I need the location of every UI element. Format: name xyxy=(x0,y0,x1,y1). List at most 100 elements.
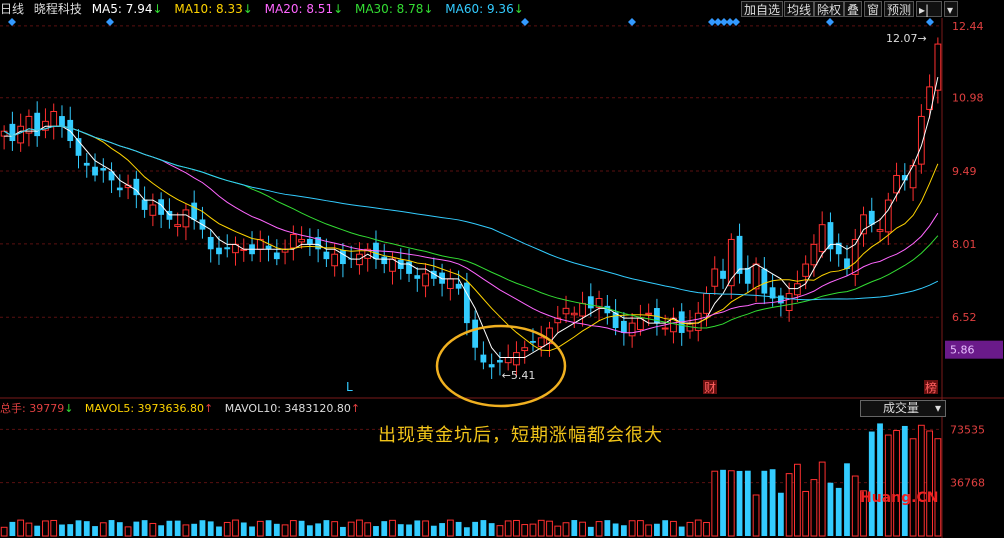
volume-bar xyxy=(174,520,181,536)
high-price-label: 12.07→ xyxy=(886,32,927,45)
expand-icon[interactable]: ▾ xyxy=(944,1,958,17)
volume-bar xyxy=(884,434,892,537)
volume-bar xyxy=(844,463,850,536)
volume-bar xyxy=(141,520,148,536)
volume-bar xyxy=(827,482,834,536)
candle-body xyxy=(860,214,867,235)
volume-bar xyxy=(199,520,206,536)
candle-body xyxy=(166,210,173,220)
event-diamond-icon xyxy=(926,18,934,26)
candle-body xyxy=(711,268,719,287)
candle-body xyxy=(530,340,536,343)
candle-body xyxy=(720,270,726,279)
ma5-label: MA5: 7.94 xyxy=(91,2,153,16)
volume-bar xyxy=(794,463,801,537)
volume-bar xyxy=(595,521,603,537)
volume-bar xyxy=(529,523,537,537)
candle-body xyxy=(736,235,743,274)
candle-body xyxy=(761,268,768,294)
volume-bar xyxy=(364,522,372,537)
candle-body xyxy=(901,175,908,181)
price-tick-label: 12.44 xyxy=(952,20,984,33)
golden-pit-circle xyxy=(435,324,567,408)
indicator-select-value: 成交量 xyxy=(883,401,920,415)
volume-tick-label: 36768 xyxy=(950,477,985,490)
ma10-line xyxy=(3,125,939,352)
volume-bar xyxy=(83,521,90,536)
ex-rights-button[interactable]: 除权 xyxy=(814,1,845,17)
down-arrow-icon: ↓ xyxy=(423,2,434,16)
volume-bar xyxy=(926,430,933,537)
event-diamond-icon xyxy=(714,18,722,26)
volume-bar xyxy=(571,520,578,536)
volume-bar xyxy=(562,522,570,537)
candle-body xyxy=(9,123,16,142)
collapse-icon[interactable]: ▸| xyxy=(916,1,942,17)
volume-bar xyxy=(694,519,702,537)
candle-body xyxy=(537,337,545,348)
volume-bar xyxy=(216,526,222,536)
event-diamond-icon xyxy=(732,18,740,26)
candle-body xyxy=(224,247,231,250)
volume-bar xyxy=(463,527,470,536)
volume-bar xyxy=(802,490,810,537)
candle-body xyxy=(785,293,793,311)
volume-bar xyxy=(289,520,297,537)
volume-bar xyxy=(17,519,25,537)
candle-body xyxy=(744,267,751,284)
candle-body xyxy=(727,238,735,287)
candle-body xyxy=(628,322,636,337)
volume-bar xyxy=(158,525,165,536)
candle-body xyxy=(521,347,529,352)
volume-bar xyxy=(232,519,239,537)
volume-bar xyxy=(373,526,379,536)
volume-bar xyxy=(818,461,826,537)
volume-bar xyxy=(306,525,313,536)
candle-body xyxy=(116,187,123,191)
indicator-select[interactable]: 成交量 ▾ xyxy=(860,400,946,417)
candle-body xyxy=(752,263,760,290)
forecast-button[interactable]: 预测 xyxy=(884,1,915,17)
volume-bar xyxy=(877,423,883,536)
add-favorite-button[interactable]: 加自选 xyxy=(741,1,784,17)
period-label[interactable]: 日线 xyxy=(0,2,25,16)
volume-bar xyxy=(670,520,677,537)
volume-bar xyxy=(868,431,875,536)
volume-bar xyxy=(513,519,520,537)
ma-button[interactable]: 均线 xyxy=(784,1,815,17)
down-arrow-icon: ↓ xyxy=(513,2,524,16)
volume-bar xyxy=(612,523,619,536)
candle-body xyxy=(703,293,710,314)
price-tick-label: 9.49 xyxy=(952,165,977,178)
candle-body xyxy=(174,224,182,227)
volume-bar xyxy=(249,526,255,536)
candle-body xyxy=(67,119,74,142)
volume-bar xyxy=(191,523,198,536)
candle-body xyxy=(827,222,834,250)
candle-body xyxy=(934,43,942,91)
ma60-line xyxy=(3,125,939,301)
volume-header: 总手: 39779↓ MAVOL5: 3973636.80↑ MAVOL10: … xyxy=(0,400,860,418)
event-diamond-icon xyxy=(628,18,636,26)
volume-bar xyxy=(777,492,784,536)
candle-body xyxy=(141,199,148,210)
candle-body xyxy=(446,278,454,289)
candle-body xyxy=(604,305,611,314)
price-tick-label: 6.52 xyxy=(952,311,977,324)
candle-body xyxy=(844,258,850,269)
window-button[interactable]: 窗 xyxy=(864,1,883,17)
volume-bar xyxy=(323,520,330,536)
volume-bar xyxy=(480,520,487,536)
overlay-button[interactable]: 叠 xyxy=(844,1,863,17)
volume-bar xyxy=(587,526,594,536)
volume-bar xyxy=(340,526,346,536)
volume-bar xyxy=(628,520,636,537)
volume-bar xyxy=(769,469,776,536)
event-diamond-icon xyxy=(720,18,728,26)
volume-bar xyxy=(116,522,123,536)
candle-body xyxy=(75,138,82,156)
volume-bar xyxy=(298,520,305,536)
ma20-label: MA20: 8.51 xyxy=(264,2,334,16)
candle-body xyxy=(777,295,784,304)
